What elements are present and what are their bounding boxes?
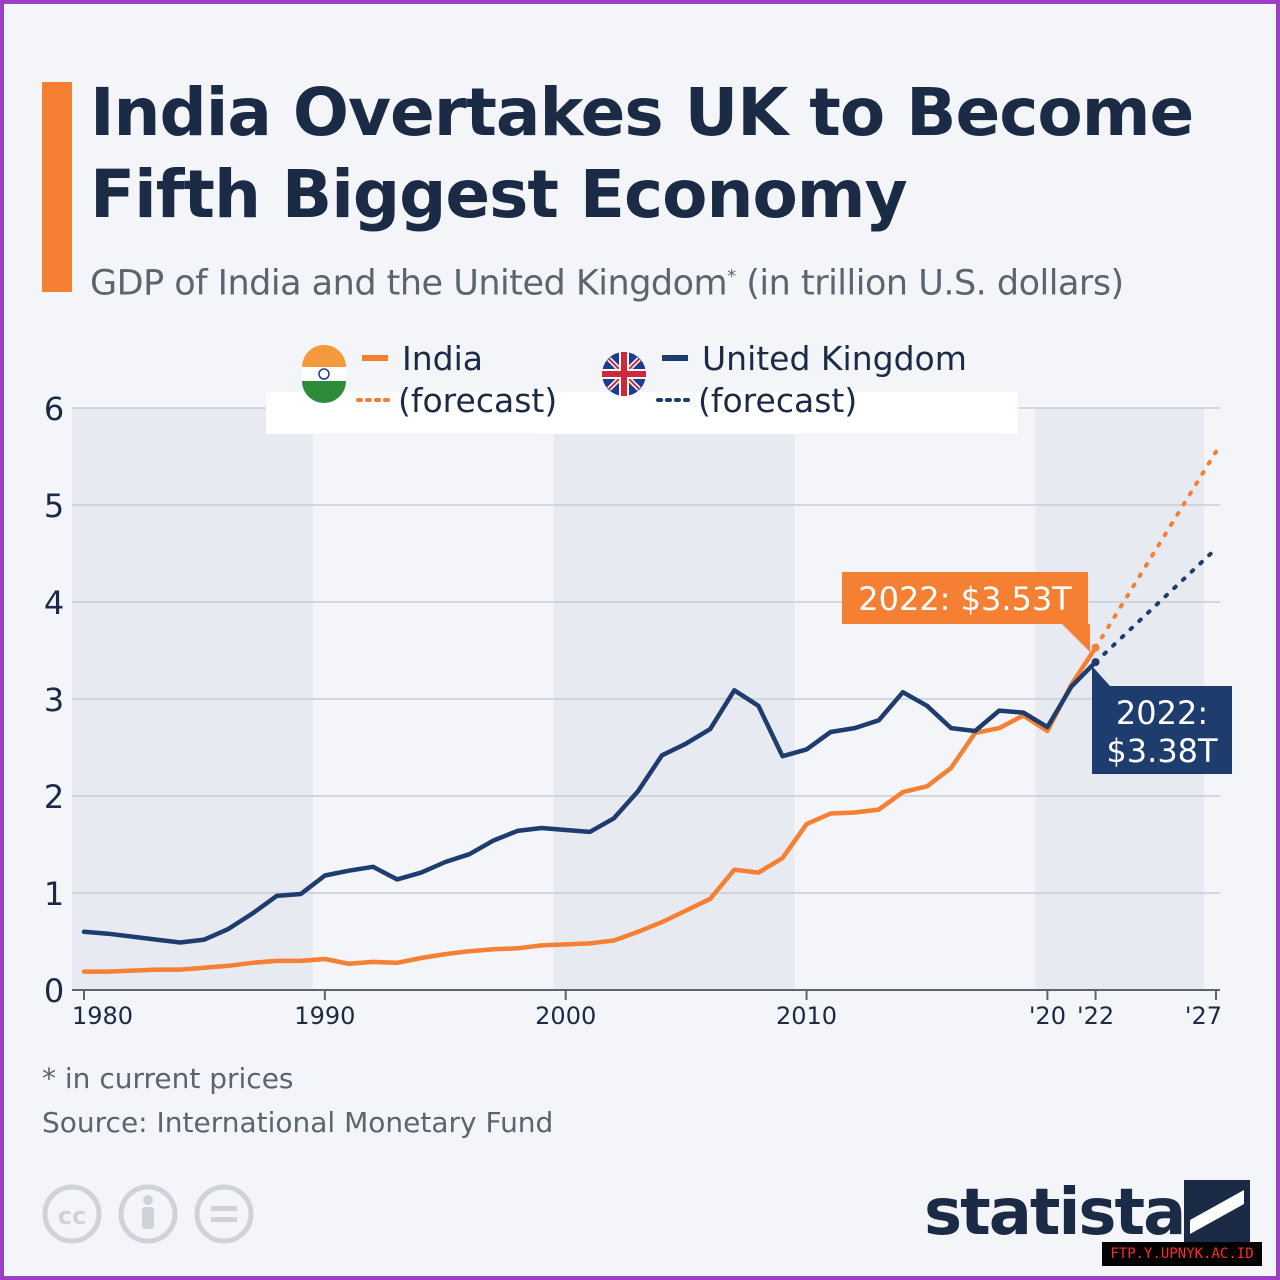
x-tick-label-2027: '27 xyxy=(1185,1002,1222,1030)
brand-wordmark: statista xyxy=(924,1176,1186,1250)
title-accent-bar xyxy=(42,82,72,292)
svg-text:cc: cc xyxy=(58,1202,86,1230)
chart-subtitle: GDP of India and the United Kingdom* (in… xyxy=(90,254,1270,307)
y-tick-label-2: 2 xyxy=(44,778,64,816)
callout-text-1-1: $3.38T xyxy=(1106,732,1218,770)
legend-label-0: India xyxy=(402,339,483,378)
no-derivatives-icon[interactable] xyxy=(194,1184,254,1244)
callout-text-1-0: 2022: xyxy=(1116,694,1208,732)
callout-box-0 xyxy=(842,572,1088,624)
series-line-united-kingdom-forecast xyxy=(1093,546,1218,665)
legend: India(forecast)United Kingdom(forecast) xyxy=(266,339,1018,434)
subtitle-footnote-mark: * xyxy=(727,266,736,287)
x-tick-label-2020: '20 xyxy=(1029,1002,1066,1030)
callout-point-0 xyxy=(1091,643,1100,652)
x-tick-label-1990: 1990 xyxy=(294,1002,355,1030)
value-callout-0: 2022: $3.53T xyxy=(842,572,1100,652)
callout-pointer-1 xyxy=(1092,666,1110,686)
watermark: FTP.Y.UPNYK.AC.ID xyxy=(1102,1242,1262,1266)
subtitle-units: (in trillion U.S. dollars) xyxy=(735,263,1124,304)
callout-box-1 xyxy=(1092,686,1232,774)
callout-text-0-0: 2022: $3.53T xyxy=(858,580,1072,618)
footnote: * in current prices xyxy=(42,1062,294,1095)
y-axis-ticks: 0 1 2 3 4 5 6 xyxy=(44,390,64,1010)
callout-point-1 xyxy=(1091,658,1100,667)
callout-pointer-0 xyxy=(1062,624,1090,652)
value-callouts: 2022: $3.53T 2022:$3.38T xyxy=(842,572,1232,774)
series-line-india-forecast xyxy=(1093,449,1218,650)
creative-commons-icon[interactable]: cc xyxy=(42,1184,102,1244)
x-tick-label-1980: 1980 xyxy=(72,1002,133,1030)
series-line-united-kingdom xyxy=(81,659,1098,945)
x-tick-label-2000: 2000 xyxy=(535,1002,596,1030)
source-note: Source: International Monetary Fund xyxy=(42,1106,554,1139)
legend-forecast-label-1: (forecast) xyxy=(698,381,857,420)
x-tick-label-2010: 2010 xyxy=(776,1002,837,1030)
legend-forecast-label-0: (forecast) xyxy=(398,381,557,420)
legend-background xyxy=(266,392,1018,434)
license-icons: cc xyxy=(42,1184,254,1244)
series-lines xyxy=(81,449,1218,974)
statista-logo-icon xyxy=(1184,1180,1251,1246)
value-callout-1: 2022:$3.38T xyxy=(1091,658,1232,774)
y-tick-label-4: 4 xyxy=(44,584,64,622)
legend-item-0[interactable]: India(forecast) xyxy=(302,339,557,420)
legend-item-1[interactable]: United Kingdom(forecast) xyxy=(602,339,967,420)
statista-logo[interactable]: statista xyxy=(924,1176,1251,1250)
y-tick-label-5: 5 xyxy=(44,487,64,525)
y-tick-label-0: 0 xyxy=(44,972,64,1010)
legend-label-1: United Kingdom xyxy=(702,339,967,378)
attribution-icon[interactable] xyxy=(118,1184,178,1244)
y-tick-label-3: 3 xyxy=(44,681,64,719)
y-tick-label-1: 1 xyxy=(44,875,64,913)
chart-title: India Overtakes UK to Become Fifth Bigge… xyxy=(90,74,1194,233)
x-axis-ticks: 1980 1990 2000 2010 '20 '22 '27 xyxy=(72,990,1222,1030)
series-line-india xyxy=(81,645,1098,974)
uk-flag-icon xyxy=(602,352,646,396)
india-flag-icon xyxy=(302,345,346,403)
subtitle-text: GDP of India and the United Kingdom xyxy=(90,263,728,304)
y-tick-label-6: 6 xyxy=(44,390,64,428)
x-tick-label-2022: '22 xyxy=(1077,1002,1114,1030)
